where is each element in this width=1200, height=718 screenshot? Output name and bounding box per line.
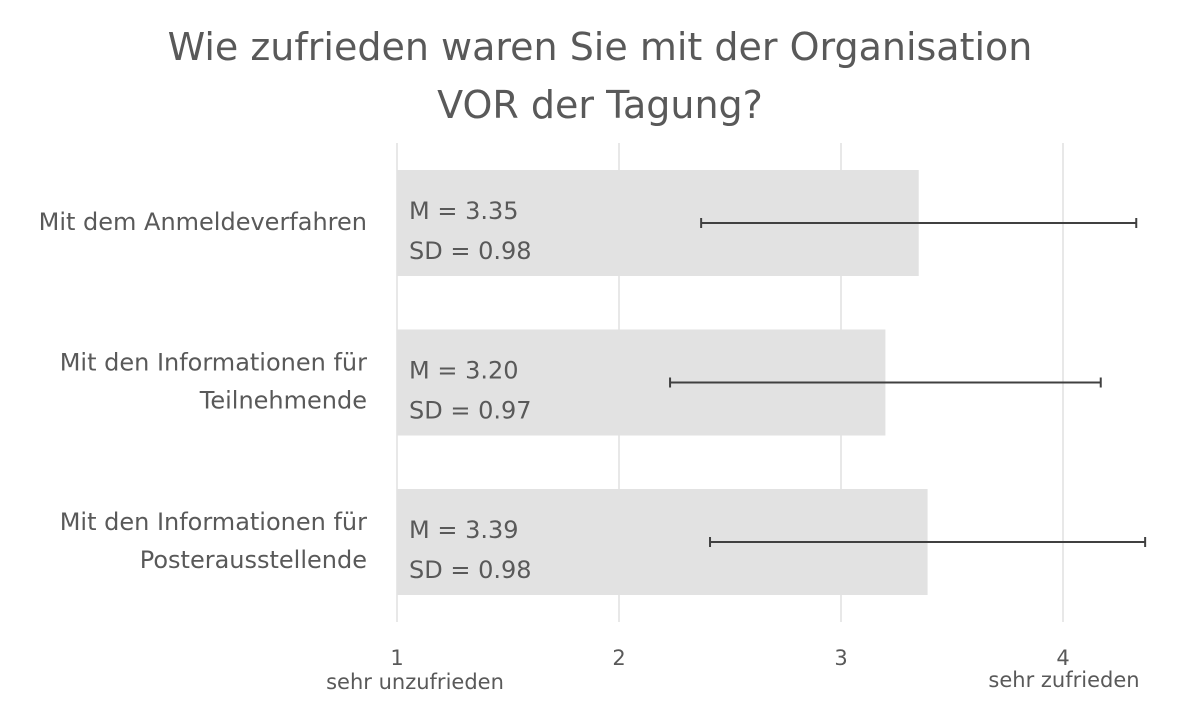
bar-mean-label: M = 3.20 bbox=[409, 357, 519, 385]
chart-title-line-1: Wie zufrieden waren Sie mit der Organisa… bbox=[167, 25, 1033, 69]
bar-mean-label: M = 3.39 bbox=[409, 516, 519, 544]
scale-label-high: sehr zufrieden bbox=[988, 668, 1139, 692]
category-label: Mit dem Anmeldeverfahren bbox=[39, 208, 367, 236]
x-tick-label: 2 bbox=[612, 646, 625, 670]
chart-title: Wie zufrieden waren Sie mit der Organisa… bbox=[0, 18, 1200, 134]
chart-title-line-2: VOR der Tagung? bbox=[437, 83, 763, 127]
bar-mean-label: M = 3.35 bbox=[409, 197, 519, 225]
category-label: Mit den Informationen für bbox=[60, 508, 367, 536]
bar-sd-label: SD = 0.98 bbox=[409, 237, 532, 265]
x-tick-label: 4 bbox=[1056, 646, 1069, 670]
category-label: Mit den Informationen für bbox=[60, 349, 367, 377]
x-tick-label: 3 bbox=[834, 646, 847, 670]
category-label: Posterausstellende bbox=[140, 546, 367, 574]
bar-sd-label: SD = 0.98 bbox=[409, 556, 532, 584]
category-label: Teilnehmende bbox=[199, 387, 367, 415]
x-tick-label: 1 bbox=[390, 646, 403, 670]
bar-sd-label: SD = 0.97 bbox=[409, 397, 532, 425]
scale-label-low: sehr unzufrieden bbox=[326, 670, 504, 694]
